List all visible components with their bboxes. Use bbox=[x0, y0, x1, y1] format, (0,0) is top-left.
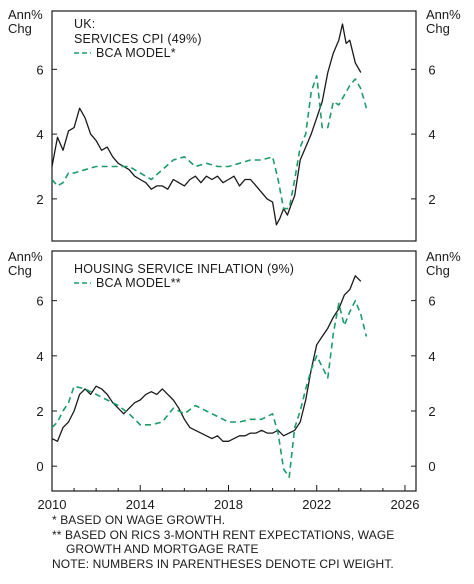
bottom-legend-label-bca-model: BCA MODEL** bbox=[96, 276, 181, 290]
bottom-right-tick-label: 6 bbox=[428, 294, 435, 309]
bottom-series-group bbox=[51, 275, 368, 479]
top-series-group bbox=[51, 23, 368, 226]
x-tick-label: 2026 bbox=[391, 497, 420, 512]
top-right-axis-unit: Ann% bbox=[426, 7, 461, 22]
top-left-axis-chg: Chg bbox=[8, 21, 32, 36]
bottom-left-tick-label: 2 bbox=[36, 404, 43, 419]
bottom-left-tick-label: 4 bbox=[36, 349, 43, 364]
top-left-tick-label: 2 bbox=[36, 192, 43, 207]
x-tick-label: 2022 bbox=[302, 497, 331, 512]
top-left-tick-label: 6 bbox=[36, 62, 43, 77]
top-model-series-line bbox=[51, 75, 368, 210]
top-right-tick-label: 6 bbox=[428, 62, 435, 77]
note-wage-growth: * BASED ON WAGE GROWTH. bbox=[52, 513, 225, 527]
bottom-left-axis-chg: Chg bbox=[8, 263, 32, 278]
x-axis: 2010 2014 2018 2022 2026 bbox=[38, 485, 420, 512]
bottom-right-axis-chg: Chg bbox=[426, 263, 450, 278]
top-left-axis-unit: Ann% bbox=[8, 7, 43, 22]
bottom-actual-series-line bbox=[51, 275, 362, 442]
x-tick-label: 2010 bbox=[38, 497, 67, 512]
bottom-panel-frame bbox=[51, 250, 417, 492]
bottom-legend-label-housing: HOUSING SERVICE INFLATION (9%) bbox=[74, 262, 294, 276]
top-actual-series-line bbox=[51, 23, 362, 226]
bottom-right-axis-unit: Ann% bbox=[426, 249, 461, 264]
bottom-model-series-line bbox=[51, 299, 368, 479]
bottom-left-tick-label: 0 bbox=[36, 459, 43, 474]
top-right-tick-label: 2 bbox=[428, 192, 435, 207]
top-region-label: UK: bbox=[74, 17, 95, 31]
top-legend-label-bca-model: BCA MODEL* bbox=[96, 46, 176, 60]
x-tick-label: 2018 bbox=[214, 497, 243, 512]
bottom-right-tick-label: 4 bbox=[428, 349, 435, 364]
top-panel: Ann% Chg Ann% Chg 2 2 4 4 6 6 UK: SERVICES CP… bbox=[8, 7, 461, 242]
top-legend-label-services-cpi: SERVICES CPI (49%) bbox=[74, 32, 202, 46]
top-panel-frame bbox=[51, 10, 417, 242]
bottom-right-tick-label: 0 bbox=[428, 459, 435, 474]
top-right-axis-chg: Chg bbox=[426, 21, 450, 36]
bottom-panel: Ann% Chg Ann% Chg 0 0 2 2 4 4 6 6 HOUSING SERVI… bbox=[8, 249, 461, 492]
note-cpi-weight: NOTE: NUMBERS IN PARENTHESES DENOTE CPI … bbox=[52, 557, 394, 571]
x-tick-label: 2014 bbox=[126, 497, 155, 512]
bottom-y-ticks: 0 0 2 2 4 4 6 6 bbox=[36, 294, 435, 475]
note-rics-line2: GROWTH AND MORTGAGE RATE bbox=[66, 542, 259, 556]
notes: * BASED ON WAGE GROWTH. ** BASED ON RICS… bbox=[52, 513, 394, 571]
top-left-tick-label: 4 bbox=[36, 127, 43, 142]
bottom-left-axis-unit: Ann% bbox=[8, 249, 43, 264]
bottom-right-tick-label: 2 bbox=[428, 404, 435, 419]
top-y-ticks: 2 2 4 4 6 6 bbox=[36, 62, 435, 207]
note-rics-line1: ** BASED ON RICS 3-MONTH RENT EXPECTATIO… bbox=[52, 528, 394, 542]
bottom-left-tick-label: 6 bbox=[36, 294, 43, 309]
top-right-tick-label: 4 bbox=[428, 127, 435, 142]
